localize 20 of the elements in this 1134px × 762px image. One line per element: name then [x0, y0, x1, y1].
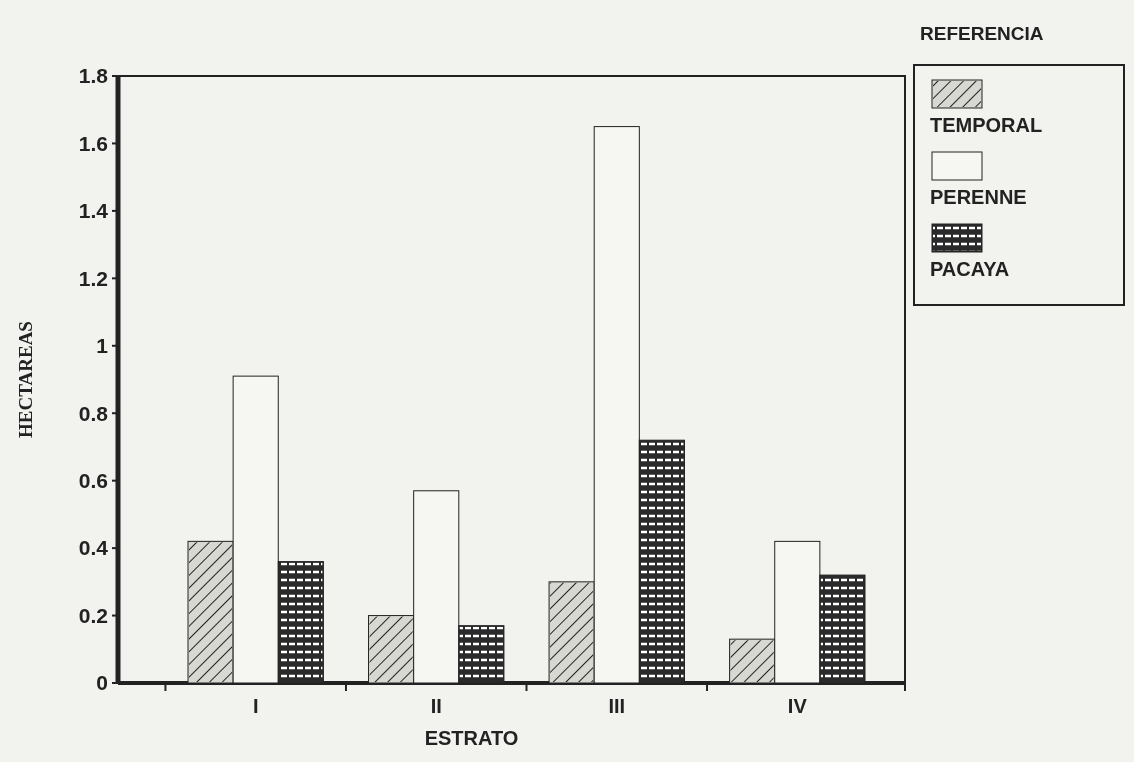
legend-label: PACAYA — [930, 258, 1010, 280]
legend-label: PERENNE — [930, 186, 1027, 208]
x-tick-label: II — [430, 695, 442, 717]
y-tick-label: 1.8 — [78, 64, 109, 88]
y-tick-label: 0 — [96, 671, 108, 695]
y-tick-label: 1.4 — [78, 199, 109, 223]
x-tick-label: IV — [787, 695, 808, 717]
y-tick-label: 0.8 — [78, 401, 109, 425]
y-tick-label: 0.2 — [78, 603, 108, 627]
legend-title: REFERENCIA — [920, 23, 1044, 44]
legend-label: TEMPORAL — [930, 114, 1043, 136]
x-tick-label: I — [252, 695, 259, 717]
y-tick-label: 1.2 — [78, 266, 108, 290]
x-axis-title: ESTRATO — [424, 727, 519, 749]
y-tick-label: 1.6 — [78, 131, 108, 155]
y-axis-title: HECTAREAS — [15, 321, 36, 438]
x-tick-label: III — [608, 695, 626, 717]
y-tick-label: 0.4 — [78, 536, 109, 560]
y-tick-label: 0.6 — [78, 469, 108, 493]
y-tick-label: 1 — [96, 334, 109, 358]
